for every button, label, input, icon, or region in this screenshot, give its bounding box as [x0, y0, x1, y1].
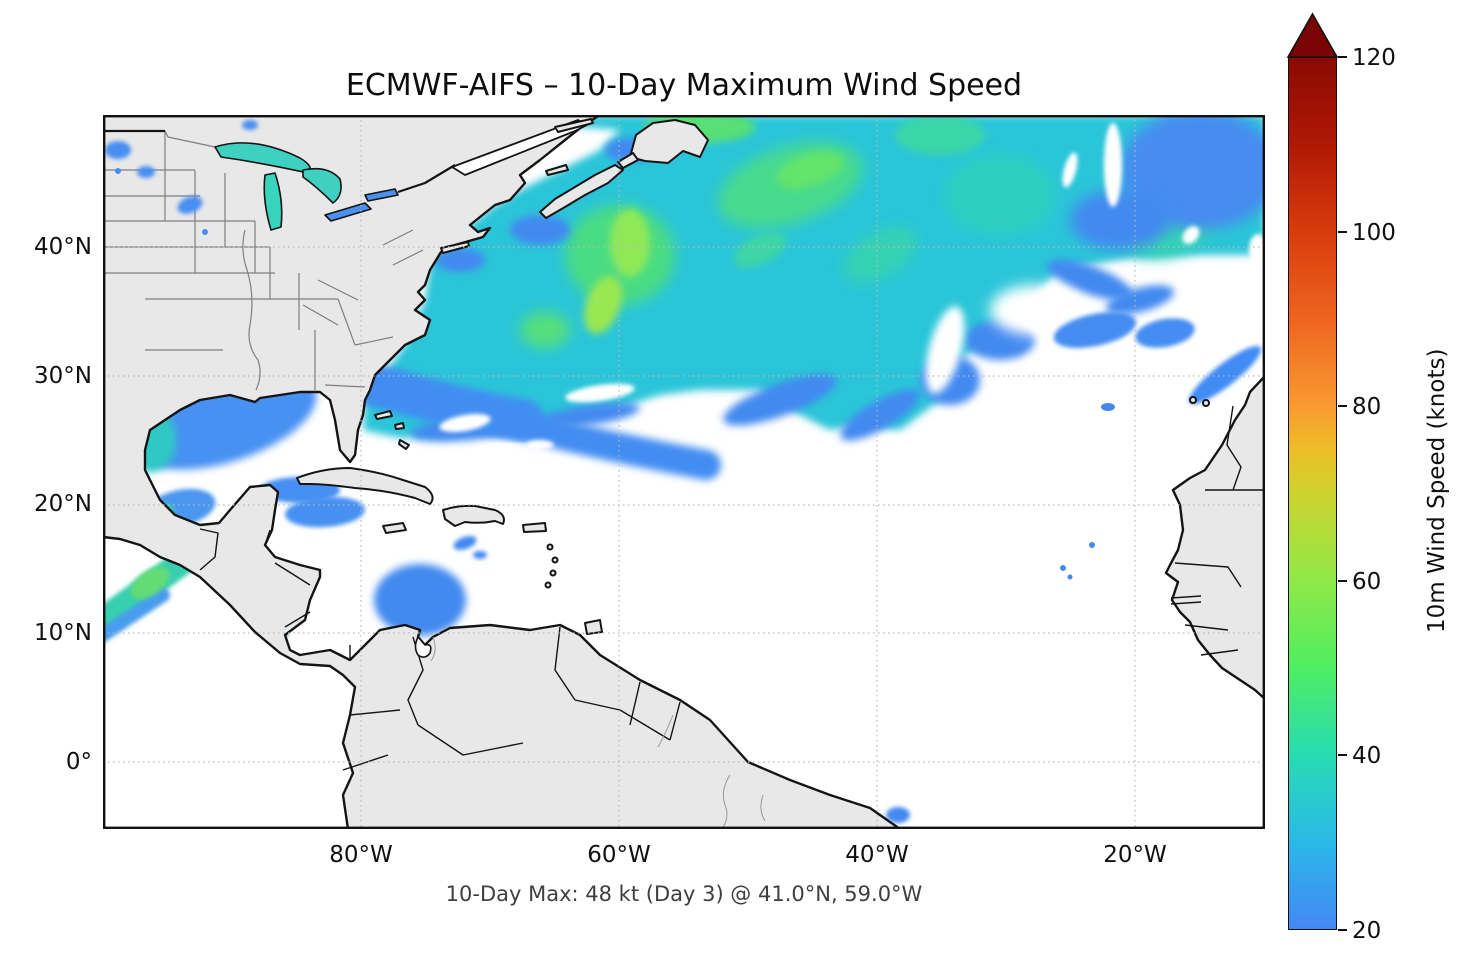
- colorbar-tick-60: [1338, 580, 1347, 582]
- colorbar-label-120: 120: [1352, 45, 1396, 71]
- gridlines: [103, 115, 1265, 829]
- country-borders: [199, 405, 1265, 771]
- colorbar-label-100: 100: [1352, 220, 1396, 246]
- island-pei: [545, 164, 569, 176]
- colorbar-label-60: 60: [1352, 569, 1382, 595]
- colorbar-tick-80: [1338, 405, 1347, 407]
- wind-band: [344, 362, 721, 480]
- colorbar-label-80: 80: [1352, 394, 1382, 420]
- state-borders: [103, 130, 424, 391]
- island-jamaica: [382, 522, 407, 534]
- colorbar-axis-label: 10m Wind Speed (knots): [1424, 348, 1450, 633]
- colorbar: [1288, 57, 1337, 930]
- colorbar-tick-120: [1338, 56, 1347, 58]
- xtick-60w: 60°W: [587, 842, 651, 868]
- lake-erie: [324, 202, 372, 222]
- islands: [296, 118, 1210, 635]
- lake-maracaibo: [414, 636, 432, 658]
- island-canary-2: [1202, 399, 1210, 407]
- island-cuba: [296, 467, 434, 505]
- coastline-africa: [1164, 374, 1265, 701]
- colorbar-tick-40: [1338, 754, 1347, 756]
- island-bahamas-1: [374, 410, 393, 420]
- wind-field: [103, 115, 1265, 823]
- colorbar-label-20: 20: [1352, 918, 1382, 944]
- lake-ontario: [364, 188, 399, 202]
- ytick-20n: 20°N: [34, 491, 92, 517]
- axes-frame: [103, 115, 1265, 829]
- ytick-10n: 10°N: [34, 620, 92, 646]
- xtick-80w: 80°W: [329, 842, 393, 868]
- lake-michigan: [263, 172, 283, 231]
- colorbar-tick-20: [1338, 929, 1347, 931]
- ytick-40n: 40°N: [34, 234, 92, 260]
- island-cape-breton: [617, 152, 639, 169]
- island-antilles-4: [544, 581, 552, 589]
- wind-masked-holes: [565, 123, 1265, 418]
- figure-subtitle: 10-Day Max: 48 kt (Day 3) @ 41.0°N, 59.0…: [445, 882, 923, 906]
- wind-land-specks: [105, 120, 258, 235]
- xtick-20w: 20°W: [1103, 842, 1167, 868]
- island-hispaniola: [442, 504, 505, 527]
- island-nova-scotia: [539, 164, 624, 219]
- rivers: [430, 636, 766, 829]
- island-long-island: [440, 241, 470, 254]
- island-antilles-1: [546, 543, 554, 551]
- landmasses: [103, 115, 1265, 829]
- ytick-0: 0°: [65, 749, 92, 775]
- island-anticosti: [554, 118, 594, 133]
- island-trinidad: [584, 619, 603, 635]
- island-bahamas-3: [398, 439, 410, 450]
- island-newfoundland: [629, 119, 709, 164]
- colorbar-tick-100: [1338, 231, 1347, 233]
- colorbar-extend-arrow-icon: [1286, 12, 1339, 58]
- island-puerto-rico: [522, 522, 547, 533]
- great-lakes: [214, 142, 399, 231]
- island-antilles-2: [551, 556, 559, 564]
- ytick-30n: 30°N: [34, 363, 92, 389]
- map-canvas: [103, 115, 1265, 829]
- lake-superior: [214, 142, 311, 174]
- island-antilles-3: [549, 569, 557, 577]
- colorbar-label-40: 40: [1352, 743, 1382, 769]
- coastline-americas: [103, 115, 902, 829]
- island-bahamas-2: [394, 422, 405, 430]
- island-canary-1: [1189, 396, 1197, 404]
- xtick-40w: 40°W: [845, 842, 909, 868]
- lake-huron: [302, 167, 342, 204]
- figure-title: ECMWF-AIFS – 10-Day Maximum Wind Speed: [345, 68, 1023, 103]
